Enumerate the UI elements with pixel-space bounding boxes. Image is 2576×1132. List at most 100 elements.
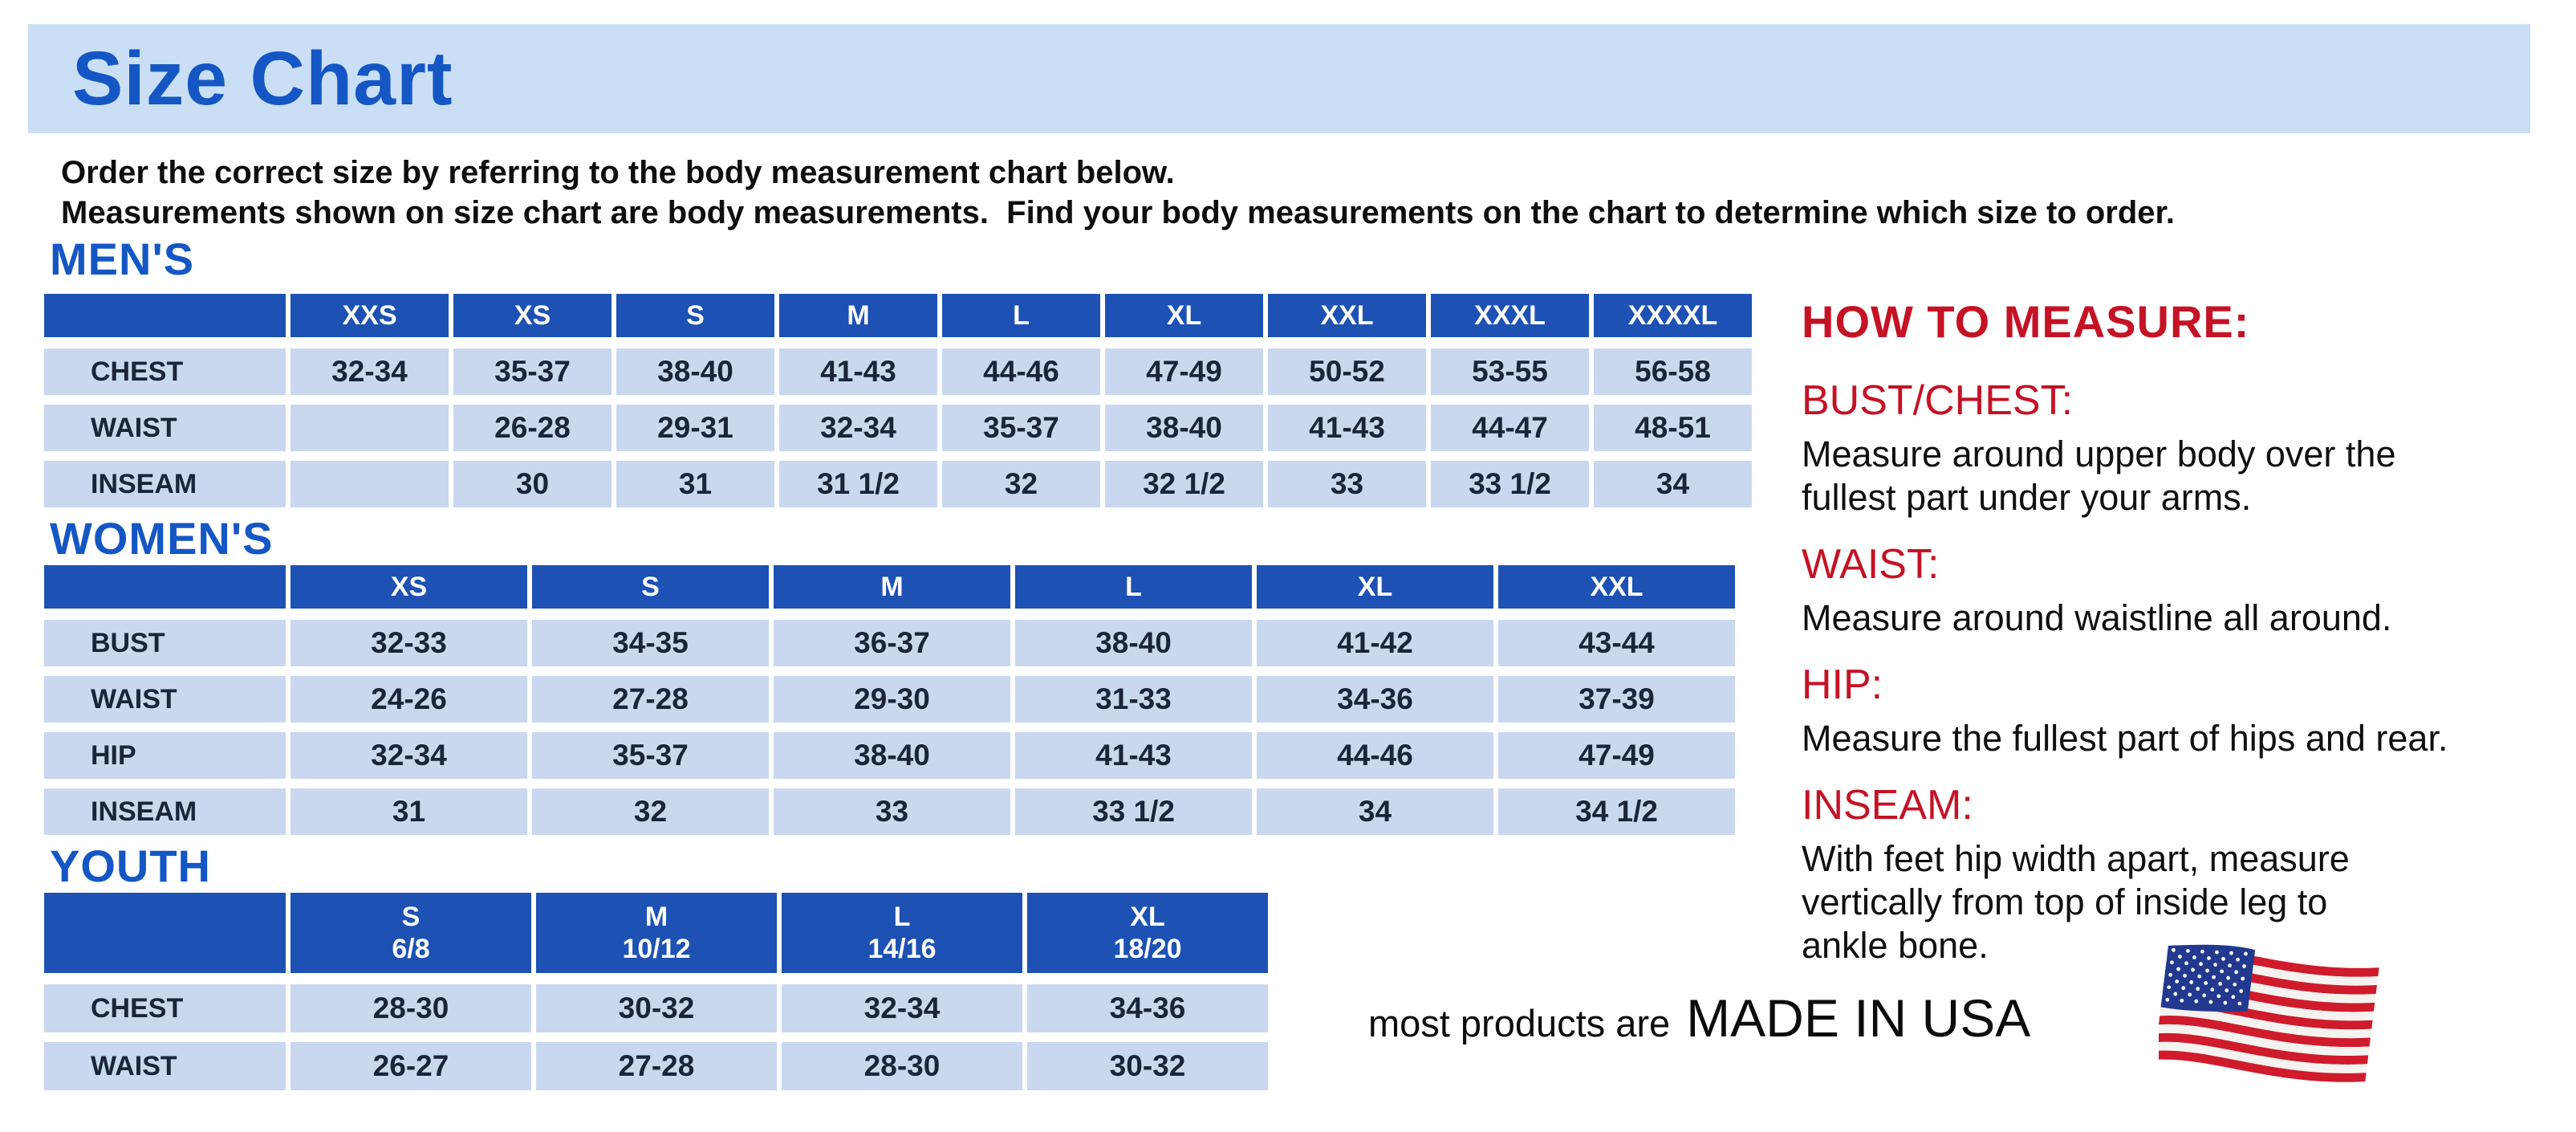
size-value-cell: 30: [453, 461, 611, 507]
size-header-cell: L 14/16: [782, 893, 1022, 973]
size-value-cell: 33 1/2: [1431, 461, 1589, 507]
table-corner-cell: [44, 294, 286, 337]
size-value-cell: 33: [1268, 461, 1426, 507]
table-row: WAIST 26-28 29-31 32-34 35-37 38-40 41-43 44-47…: [44, 405, 1752, 451]
row-label: INSEAM: [44, 461, 286, 507]
womens-section-heading: WOMEN'S: [50, 513, 274, 564]
table-corner-cell: [44, 565, 286, 609]
size-value-cell: 34-36: [1257, 676, 1493, 723]
size-header-cell: XXL: [1268, 294, 1426, 337]
size-value-cell: 41-43: [1015, 732, 1252, 779]
size-value-cell: 24-26: [291, 676, 527, 723]
size-value-cell: 32-34: [782, 984, 1022, 1032]
size-value-cell: 38-40: [1015, 620, 1252, 666]
intro-line: Order the correct size by referring to t…: [61, 155, 1175, 190]
size-header-cell: XS: [453, 294, 611, 337]
how-to-measure-section: HOW TO MEASURE: BUST/CHEST: Measure aroun…: [1802, 295, 2528, 967]
size-value-cell: 44-46: [942, 348, 1100, 395]
made-in-usa-text: MADE IN USA: [1686, 988, 2031, 1048]
womens-size-table: XS S M L XL XXL BUST 32-33 34-35 36-37 38-40 41-42 4…: [44, 565, 1735, 845]
size-value-cell: 35-37: [942, 405, 1100, 451]
size-value-cell: 32-33: [291, 620, 527, 666]
size-value-cell: 32-34: [291, 732, 527, 779]
size-value-cell: 32: [532, 788, 769, 835]
size-value-cell: 41-43: [779, 348, 937, 395]
size-value-cell: 32-34: [779, 405, 937, 451]
size-value-cell: 31-33: [1015, 676, 1252, 723]
measure-item-line: vertically from top of inside leg to: [1802, 882, 2328, 922]
table-row: CHEST 28-30 30-32 32-34 34-36: [44, 984, 1268, 1032]
size-header-cell: L: [942, 294, 1100, 337]
size-value-cell: 31 1/2: [779, 461, 937, 507]
size-value-cell: 33: [774, 788, 1010, 835]
title-banner: Size Chart: [28, 24, 2530, 133]
size-value-cell: 31: [291, 788, 527, 835]
table-row: WAIST 24-26 27-28 29-30 31-33 34-36 37-39: [44, 676, 1735, 723]
size-value-cell: 43-44: [1498, 620, 1735, 666]
size-value-cell: 37-39: [1498, 676, 1735, 723]
size-value-cell: 29-31: [616, 405, 774, 451]
measure-item-label: BUST/CHEST:: [1802, 377, 2074, 424]
page-title: Size Chart: [72, 35, 453, 121]
us-flag-icon: [2159, 944, 2379, 1082]
measure-item-text: Measure around waistline all around.: [1802, 597, 2528, 640]
size-header-cell: XXS: [291, 294, 449, 337]
size-value-cell: 34-36: [1027, 984, 1268, 1032]
table-row: CHEST 32-34 35-37 38-40 41-43 44-46 47-49 50-52…: [44, 348, 1752, 395]
size-header-cell: L: [1015, 565, 1252, 609]
how-to-measure-heading: HOW TO MEASURE:: [1802, 296, 2250, 347]
measure-item-line: Measure the fullest part of hips and rea…: [1802, 718, 2448, 759]
youth-size-table: S 6/8 M 10/12 L 14/16 XL 18/20 CHEST 28-30 30-…: [44, 893, 1268, 1100]
size-header-cell: XXXL: [1431, 294, 1589, 337]
size-value-cell: 38-40: [616, 348, 774, 395]
size-value-cell: 35-37: [453, 348, 611, 395]
size-value-cell: 27-28: [532, 676, 769, 723]
size-header-cell: XXL: [1498, 565, 1735, 609]
made-in-usa-prefix: most products are: [1368, 1002, 1671, 1044]
size-value-cell: 34: [1257, 788, 1493, 835]
mens-section-heading: MEN'S: [50, 234, 195, 284]
measure-item-line: ankle bone.: [1802, 925, 1989, 966]
size-value-cell: 26-28: [453, 405, 611, 451]
table-corner-cell: [44, 893, 286, 973]
made-in-usa-line: most products are MADE IN USA: [1368, 987, 2030, 1049]
table-row: BUST 32-33 34-35 36-37 38-40 41-42 43-44: [44, 620, 1735, 666]
size-value-cell: 44-47: [1431, 405, 1589, 451]
measure-item-label: WAIST:: [1802, 541, 1940, 588]
size-value-cell: 47-49: [1105, 348, 1263, 395]
size-value-cell: 30-32: [1027, 1042, 1268, 1090]
size-header-cell: XS: [291, 565, 527, 609]
table-row: WAIST 26-27 27-28 28-30 30-32: [44, 1042, 1268, 1090]
size-value-cell: 27-28: [536, 1042, 777, 1090]
size-header-cell: S: [616, 294, 774, 337]
row-label: INSEAM: [44, 788, 286, 835]
size-value-cell: 29-30: [774, 676, 1010, 723]
size-value-cell: 48-51: [1594, 405, 1752, 451]
size-value-cell: [291, 405, 449, 451]
intro-text: Order the correct size by referring to t…: [61, 153, 2175, 233]
measure-item-label: HIP:: [1802, 662, 1883, 708]
size-value-cell: 44-46: [1257, 732, 1493, 779]
size-value-cell: 38-40: [1105, 405, 1263, 451]
measure-item-line: fullest part under your arms.: [1802, 477, 2252, 518]
measure-item-text: Measure around upper body over the fulles…: [1802, 433, 2528, 519]
measure-item-label: INSEAM:: [1802, 782, 1973, 829]
size-value-cell: 34: [1594, 461, 1752, 507]
size-value-cell: 41-42: [1257, 620, 1493, 666]
row-label: BUST: [44, 620, 286, 666]
size-value-cell: 38-40: [774, 732, 1010, 779]
row-label: WAIST: [44, 676, 286, 723]
table-row: HIP 32-34 35-37 38-40 41-43 44-46 47-49: [44, 732, 1735, 779]
row-label: HIP: [44, 732, 286, 779]
size-header-cell: S 6/8: [291, 893, 531, 973]
size-value-cell: 56-58: [1594, 348, 1752, 395]
measure-item-line: Measure around waistline all around.: [1802, 597, 2392, 638]
size-value-cell: 34 1/2: [1498, 788, 1735, 835]
size-value-cell: 41-43: [1268, 405, 1426, 451]
size-value-cell: 35-37: [532, 732, 769, 779]
size-header-cell: XL: [1105, 294, 1263, 337]
size-value-cell: 31: [616, 461, 774, 507]
size-header-cell: XL: [1257, 565, 1493, 609]
measure-item-text: Measure the fullest part of hips and rea…: [1802, 717, 2528, 760]
size-header-cell: M 10/12: [536, 893, 777, 973]
